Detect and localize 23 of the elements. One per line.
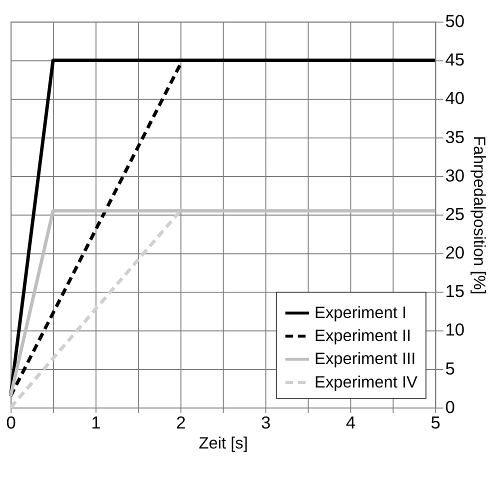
- y-tick-label: 5: [445, 358, 455, 378]
- legend-label: Experiment IV: [314, 373, 418, 392]
- y-tick-label: 20: [445, 242, 465, 263]
- x-tick-label: 2: [176, 412, 186, 432]
- y-tick-label: 30: [445, 165, 465, 186]
- legend-label: Experiment III: [314, 350, 416, 368]
- y-tick-label: 50: [445, 10, 465, 31]
- x-tick-label: 1: [91, 412, 101, 432]
- x-tick-label: 3: [260, 412, 271, 432]
- y-tick-label: 15: [445, 281, 465, 302]
- legend-label: Experiment I: [314, 304, 407, 322]
- y-tick-label: 40: [445, 88, 465, 108]
- y-tick-label: 25: [445, 204, 465, 224]
- x-tick-label: 4: [346, 412, 356, 432]
- y-tick-label: 0: [445, 396, 455, 417]
- legend-label: Experiment II: [314, 327, 412, 346]
- x-axis-title: Zeit [s]: [198, 434, 248, 453]
- y-axis-title: Fahrpedalposition [%]: [470, 136, 488, 294]
- y-tick-label: 10: [445, 320, 465, 340]
- x-tick-label: 0: [6, 412, 16, 432]
- y-tick-label: 45: [445, 50, 465, 70]
- y-tick-label: 35: [445, 126, 465, 147]
- x-tick-label: 5: [430, 412, 440, 432]
